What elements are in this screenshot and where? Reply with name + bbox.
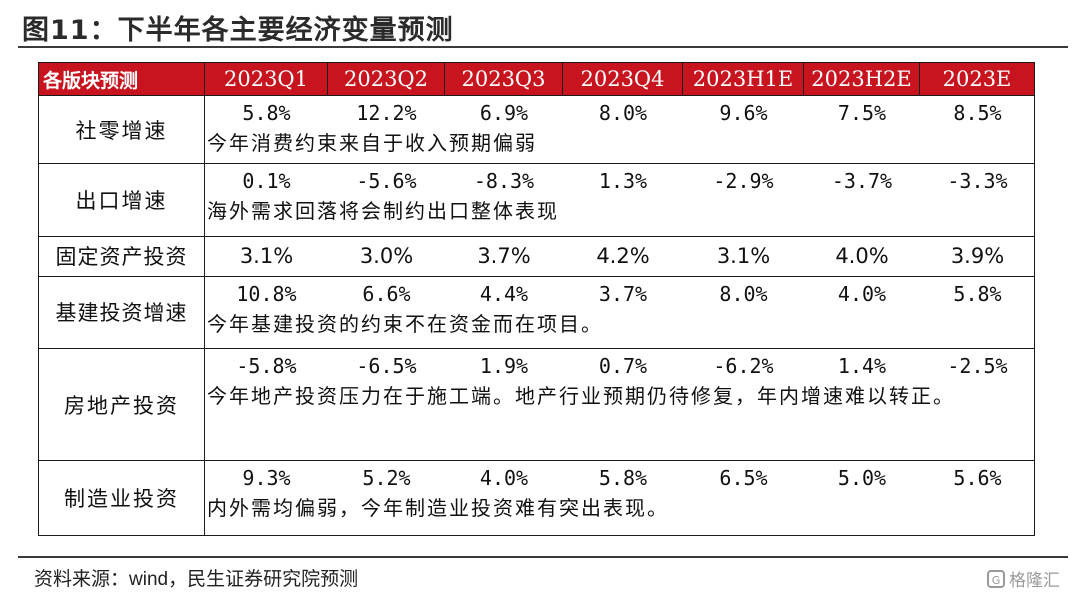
value-cell: 5.8% <box>598 466 648 491</box>
value-cell: 4.2% <box>596 244 650 269</box>
value-cell: 0.1% <box>242 169 291 194</box>
value-cell: 5.2% <box>362 466 411 491</box>
value-cell: 3.7% <box>598 281 648 306</box>
value-cell: 4.0% <box>837 281 887 306</box>
value-cell: 12.2% <box>356 101 417 125</box>
value-cell: -6.2% <box>713 354 774 379</box>
row-body: -5.8% -6.5% 1.9% 0.7% -6.2% 1.4% -2.5% 今… <box>204 348 1035 462</box>
value-cell: 5.6% <box>953 466 1002 491</box>
watermark: G 格隆汇 <box>987 566 1060 591</box>
bottom-divider <box>18 556 1068 558</box>
row-note: 海外需求回落将会制约出口整体表现 <box>207 199 559 224</box>
value-cell: 5.8% <box>953 281 1002 306</box>
header-cell: 2023Q3 <box>444 62 563 96</box>
row-label: 固定资产投资 <box>38 236 205 277</box>
watermark-text: 格隆汇 <box>1009 571 1060 591</box>
row-label: 基建投资增速 <box>38 275 205 350</box>
value-cell: 3.0% <box>359 244 414 269</box>
value-cell: 9.6% <box>719 101 768 125</box>
value-cell: 3.1% <box>239 244 294 269</box>
table-header-row: 各版块预测 2023Q1 2023Q2 2023Q3 2023Q4 2023H1… <box>38 62 1035 96</box>
table-row: 固定资产投资 3.1% 3.0% 3.7% 4.2% 3.1% 4.0% 3.9… <box>38 236 1035 277</box>
table-row: 出口增速 0.1% -5.6% -8.3% 1.3% -2.9% -3.7% -… <box>38 163 1035 238</box>
value-cell: 6.5% <box>719 466 768 491</box>
forecast-table: 各版块预测 2023Q1 2023Q2 2023Q3 2023Q4 2023H1… <box>38 62 1035 536</box>
value-cell: -2.9% <box>713 169 774 194</box>
value-cell: -5.8% <box>236 354 297 379</box>
table-row: 社零增速 5.8% 12.2% 6.9% 8.0% 9.6% 7.5% 8.5%… <box>38 94 1035 165</box>
value-cell: 10.8% <box>236 281 297 306</box>
header-cell: 2023Q2 <box>327 62 445 96</box>
value-cell: 4.0% <box>479 466 529 491</box>
value-cell: 1.4% <box>837 354 887 379</box>
row-values: 0.1% -5.6% -8.3% 1.3% -2.9% -3.7% -3.3% <box>205 166 1034 196</box>
value-cell: 7.5% <box>837 101 887 125</box>
value-cell: 4.0% <box>835 244 889 269</box>
value-cell: 3.7% <box>477 244 531 269</box>
value-cell: -3.7% <box>831 169 893 194</box>
table-row: 房地产投资 -5.8% -6.5% 1.9% 0.7% -6.2% 1.4% -… <box>38 348 1035 462</box>
value-cell: 4.4% <box>479 281 529 306</box>
value-cell: 5.0% <box>837 466 887 491</box>
value-cell: 5.8% <box>242 101 291 125</box>
watermark-logo-icon: G <box>987 569 1005 588</box>
page-title: 图11：下半年各主要经济变量预测 <box>22 15 454 46</box>
row-values: 3.1% 3.0% 3.7% 4.2% 3.1% 4.0% 3.9% <box>205 241 1034 271</box>
row-label: 出口增速 <box>38 163 205 238</box>
value-cell: 8.5% <box>953 101 1002 125</box>
value-cell: -6.5% <box>356 354 417 379</box>
row-body: 10.8% 6.6% 4.4% 3.7% 8.0% 4.0% 5.8% 今年基建… <box>204 275 1035 350</box>
row-body: 9.3% 5.2% 4.0% 5.8% 6.5% 5.0% 5.6% 内外需均偏… <box>204 460 1035 536</box>
value-cell: -3.3% <box>947 169 1008 194</box>
row-body: 3.1% 3.0% 3.7% 4.2% 3.1% 4.0% 3.9% <box>204 236 1035 277</box>
source-note: 资料来源：wind，民生证券研究院预测 <box>34 569 359 590</box>
header-cell: 2023Q1 <box>204 62 328 96</box>
table-row: 基建投资增速 10.8% 6.6% 4.4% 3.7% 8.0% 4.0% 5.… <box>38 275 1035 350</box>
value-cell: -8.3% <box>473 169 535 194</box>
header-cell: 2023E <box>919 62 1035 96</box>
row-body: 5.8% 12.2% 6.9% 8.0% 9.6% 7.5% 8.5% 今年消费… <box>204 94 1035 165</box>
row-label: 房地产投资 <box>38 348 205 462</box>
value-cell: -5.6% <box>356 169 417 194</box>
table-row: 制造业投资 9.3% 5.2% 4.0% 5.8% 6.5% 5.0% 5.6%… <box>38 460 1035 536</box>
value-cell: 0.7% <box>598 354 648 379</box>
header-cell: 2023H1E <box>682 62 804 96</box>
header-cell: 2023H2E <box>803 62 920 96</box>
value-cell: 1.3% <box>598 169 648 194</box>
value-cell: 6.9% <box>479 101 529 125</box>
header-cell: 2023Q4 <box>562 62 683 96</box>
row-values: 10.8% 6.6% 4.4% 3.7% 8.0% 4.0% 5.8% <box>205 279 1034 309</box>
value-cell: -2.5% <box>947 354 1008 379</box>
value-cell: 3.9% <box>950 244 1005 269</box>
row-label: 社零增速 <box>38 94 205 165</box>
row-values: -5.8% -6.5% 1.9% 0.7% -6.2% 1.4% -2.5% <box>205 351 1034 381</box>
row-values: 9.3% 5.2% 4.0% 5.8% 6.5% 5.0% 5.6% <box>205 463 1034 493</box>
row-label: 制造业投资 <box>38 460 205 536</box>
value-cell: 6.6% <box>362 281 411 306</box>
row-note: 今年消费约束来自于收入预期偏弱 <box>207 131 537 155</box>
value-cell: 8.0% <box>719 281 768 306</box>
top-divider <box>18 46 1068 48</box>
row-body: 0.1% -5.6% -8.3% 1.3% -2.9% -3.7% -3.3% … <box>204 163 1035 238</box>
row-note: 内外需均偏弱，今年制造业投资难有突出表现。 <box>207 496 669 521</box>
header-cell: 各版块预测 <box>38 62 205 96</box>
value-cell: 8.0% <box>598 101 648 125</box>
row-values: 5.8% 12.2% 6.9% 8.0% 9.6% 7.5% 8.5% <box>205 98 1034 128</box>
value-cell: 3.1% <box>716 244 771 269</box>
value-cell: 9.3% <box>242 466 291 491</box>
value-cell: 1.9% <box>479 354 529 379</box>
row-note: 今年基建投资的约束不在资金而在项目。 <box>207 311 603 336</box>
row-note: 今年地产投资压力在于施工端。地产行业预期仍待修复，年内增速难以转正。 <box>207 384 955 409</box>
